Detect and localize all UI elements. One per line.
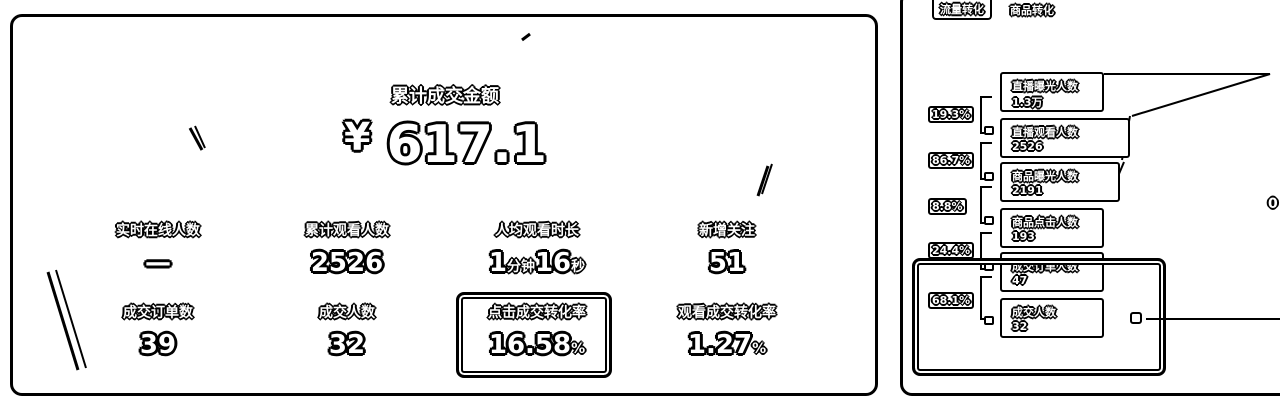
- arrow-right-icon: [984, 316, 994, 325]
- arrow-right-icon: [984, 216, 994, 225]
- tab-product-conversion[interactable]: 商品转化: [1010, 4, 1054, 17]
- funnel-step-live-exposure[interactable]: 直播曝光人数 1.3万: [1000, 72, 1104, 112]
- highlight-box-click-conversion: [456, 292, 612, 378]
- currency-symbol: ¥: [343, 115, 370, 159]
- conversion-funnel-panel: [900, 0, 1280, 396]
- arrow-right-icon: [984, 126, 994, 135]
- decorative-strokes: [46, 32, 773, 371]
- metric-label-view-conversion: 观看成交转化率: [678, 305, 776, 321]
- metric-label-click-conversion: 点击成交转化率: [488, 305, 586, 321]
- pointer-marker-icon: [1130, 312, 1142, 324]
- arrow-right-icon: [984, 172, 994, 181]
- rate-product-exposure-to-click: 8.8%: [928, 198, 967, 215]
- metric-value-orders: 39: [139, 330, 177, 360]
- metric-value-click-conversion: 16.58%: [488, 330, 586, 360]
- metric-value-total-viewers: 2526: [310, 248, 384, 278]
- edge-value: 0: [1268, 196, 1278, 212]
- rate-exposure-to-view: 19.3%: [928, 106, 975, 123]
- total-sales-amount: ¥ 617.1: [343, 115, 547, 175]
- arrow-right-icon: [984, 262, 994, 271]
- metric-value-view-conversion: 1.27%: [687, 330, 767, 360]
- rate-view-to-product-exposure: 86.7%: [928, 152, 975, 169]
- rate-order-to-buyer: 68.1%: [928, 292, 975, 309]
- metric-value-new-followers: 51: [708, 248, 746, 278]
- funnel-step-buyers[interactable]: 成交人数 32: [1000, 298, 1104, 338]
- live-summary-panel: [10, 14, 878, 396]
- metric-value-online: —: [145, 248, 171, 278]
- funnel-step-product-clicks[interactable]: 商品点击人数 193: [1000, 208, 1104, 248]
- metric-label-total-viewers: 累计观看人数: [305, 223, 389, 239]
- pointer-line: [1146, 318, 1280, 320]
- metric-value-buyers: 32: [328, 330, 366, 360]
- funnel-step-product-exposure[interactable]: 商品曝光人数 2191: [1000, 162, 1120, 202]
- metric-value-avg-watch-time: 1分钟16秒: [488, 248, 586, 278]
- tab-traffic-conversion[interactable]: 流量转化: [932, 0, 992, 20]
- metric-label-orders: 成交订单数: [123, 305, 193, 321]
- metric-label-buyers: 成交人数: [319, 305, 375, 321]
- metric-label-avg-watch-time: 人均观看时长: [495, 223, 579, 239]
- metric-label-new-followers: 新增关注: [699, 223, 755, 239]
- total-sales-title: 累计成交金额: [391, 86, 499, 107]
- funnel-step-live-viewers[interactable]: 直播观看人数 2526: [1000, 118, 1130, 158]
- highlight-box-funnel-bottom: [912, 258, 1166, 376]
- amount-value: 617.1: [386, 115, 547, 175]
- metric-label-online: 实时在线人数: [116, 223, 200, 239]
- rate-click-to-order: 24.4%: [928, 242, 975, 259]
